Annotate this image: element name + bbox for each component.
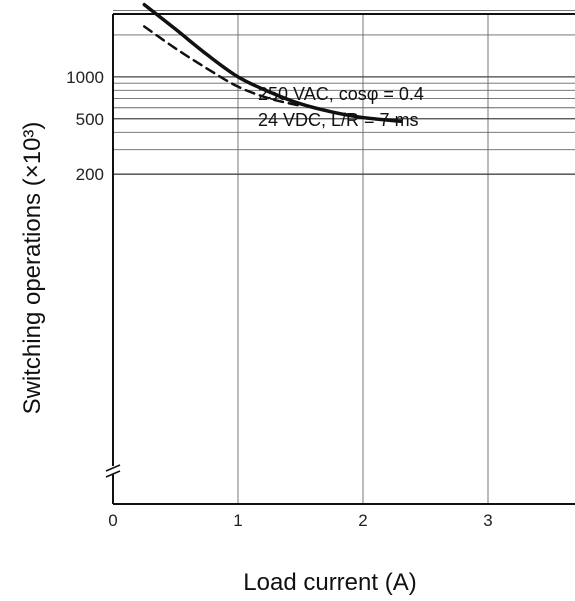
y-axis-label: Switching operations (×10³) xyxy=(19,122,46,415)
grid xyxy=(113,9,575,504)
x-tick-label: 1 xyxy=(233,511,242,530)
x-tick-label: 2 xyxy=(358,511,367,530)
y-tick-labels: 20050010005000 xyxy=(66,68,104,184)
axis-break-mark xyxy=(105,470,121,478)
x-axis-label: Load current (A) xyxy=(243,569,416,596)
y-tick-label: 200 xyxy=(76,165,104,184)
series-lines xyxy=(142,2,403,123)
annotation-line-1: 250 VAC, cosφ = 0.4 xyxy=(258,84,424,104)
axes xyxy=(105,13,575,505)
series-line-dashed xyxy=(143,25,302,108)
series-line-solid xyxy=(142,2,403,123)
y-tick-label: 500 xyxy=(76,110,104,129)
x-tick-label: 3 xyxy=(483,511,492,530)
axis-break-gap xyxy=(109,466,117,474)
axis-break-mark xyxy=(105,464,121,472)
x-tick-label: 0 xyxy=(108,511,117,530)
y-tick-label: 1000 xyxy=(66,68,104,87)
annotation-line-2: 24 VDC, L/R = 7 ms xyxy=(258,110,419,130)
x-tick-labels: 0 1 2 3 xyxy=(108,511,492,530)
